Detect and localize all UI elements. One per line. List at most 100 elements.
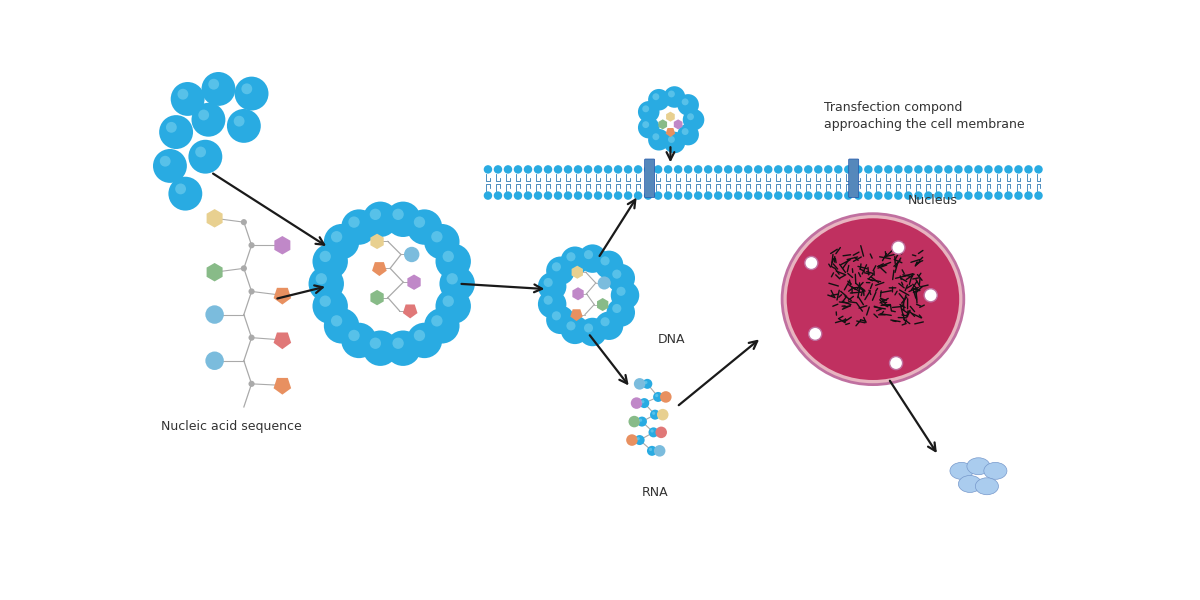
Circle shape xyxy=(664,132,685,153)
Circle shape xyxy=(892,241,905,254)
Circle shape xyxy=(724,165,732,173)
Circle shape xyxy=(370,338,382,349)
Circle shape xyxy=(864,165,872,173)
Circle shape xyxy=(774,191,782,200)
Circle shape xyxy=(924,289,937,302)
Circle shape xyxy=(626,434,637,446)
Circle shape xyxy=(634,191,642,200)
Circle shape xyxy=(754,165,762,173)
Circle shape xyxy=(534,165,542,173)
Circle shape xyxy=(578,244,607,273)
Circle shape xyxy=(160,115,193,149)
Circle shape xyxy=(198,110,209,121)
Circle shape xyxy=(648,427,659,437)
Circle shape xyxy=(647,446,656,456)
Circle shape xyxy=(160,156,170,167)
Circle shape xyxy=(660,391,672,403)
Circle shape xyxy=(824,191,833,200)
Circle shape xyxy=(964,191,973,200)
Circle shape xyxy=(202,72,235,106)
Circle shape xyxy=(974,165,983,173)
Polygon shape xyxy=(274,288,292,305)
Circle shape xyxy=(584,250,593,259)
Circle shape xyxy=(624,191,632,200)
Circle shape xyxy=(637,416,647,427)
Circle shape xyxy=(584,191,593,200)
Polygon shape xyxy=(206,263,223,281)
Circle shape xyxy=(684,165,692,173)
Circle shape xyxy=(192,103,226,137)
Circle shape xyxy=(684,191,692,200)
Circle shape xyxy=(538,272,566,301)
Circle shape xyxy=(604,165,612,173)
Circle shape xyxy=(560,247,589,275)
Circle shape xyxy=(312,244,348,279)
Circle shape xyxy=(538,290,566,319)
Circle shape xyxy=(724,191,732,200)
Circle shape xyxy=(443,251,454,262)
Circle shape xyxy=(744,165,752,173)
Circle shape xyxy=(414,330,425,341)
Circle shape xyxy=(704,191,713,200)
Polygon shape xyxy=(666,128,676,137)
Circle shape xyxy=(523,165,533,173)
Circle shape xyxy=(600,256,610,265)
Circle shape xyxy=(655,427,667,438)
Circle shape xyxy=(168,177,203,211)
Circle shape xyxy=(241,265,247,271)
Circle shape xyxy=(612,269,622,278)
Circle shape xyxy=(504,165,512,173)
Circle shape xyxy=(704,165,713,173)
Circle shape xyxy=(154,149,187,183)
Circle shape xyxy=(493,191,502,200)
Circle shape xyxy=(170,82,204,116)
Circle shape xyxy=(904,191,913,200)
Circle shape xyxy=(341,323,377,358)
Circle shape xyxy=(974,191,983,200)
Circle shape xyxy=(166,122,176,133)
Circle shape xyxy=(655,394,659,397)
Circle shape xyxy=(688,113,694,120)
Circle shape xyxy=(734,191,743,200)
Polygon shape xyxy=(407,275,421,290)
Circle shape xyxy=(854,165,863,173)
Text: Transfection compond
approaching the cell membrane: Transfection compond approaching the cel… xyxy=(824,101,1025,131)
Circle shape xyxy=(638,117,660,139)
Circle shape xyxy=(436,244,470,279)
Circle shape xyxy=(564,165,572,173)
Circle shape xyxy=(714,191,722,200)
Circle shape xyxy=(612,304,622,313)
Circle shape xyxy=(584,165,593,173)
Circle shape xyxy=(764,191,773,200)
Circle shape xyxy=(854,191,863,200)
Circle shape xyxy=(637,437,640,440)
Polygon shape xyxy=(572,287,583,301)
Circle shape xyxy=(362,331,398,366)
Circle shape xyxy=(889,356,902,370)
Circle shape xyxy=(348,330,360,341)
Circle shape xyxy=(493,165,502,173)
Polygon shape xyxy=(674,119,683,130)
Polygon shape xyxy=(659,119,667,130)
Circle shape xyxy=(653,93,659,100)
Circle shape xyxy=(629,416,640,427)
Ellipse shape xyxy=(959,475,982,493)
Circle shape xyxy=(642,121,649,128)
Circle shape xyxy=(714,165,722,173)
Circle shape xyxy=(188,140,222,173)
Circle shape xyxy=(614,165,623,173)
Circle shape xyxy=(653,392,664,402)
Circle shape xyxy=(248,289,254,295)
Circle shape xyxy=(606,298,635,327)
Circle shape xyxy=(656,409,668,421)
Circle shape xyxy=(1025,165,1033,173)
Circle shape xyxy=(648,89,670,110)
Circle shape xyxy=(606,264,635,292)
Circle shape xyxy=(954,191,962,200)
Circle shape xyxy=(617,287,625,296)
Circle shape xyxy=(664,191,672,200)
Text: DNA: DNA xyxy=(658,333,685,346)
Circle shape xyxy=(794,191,803,200)
Circle shape xyxy=(331,231,342,242)
Circle shape xyxy=(1034,165,1043,173)
